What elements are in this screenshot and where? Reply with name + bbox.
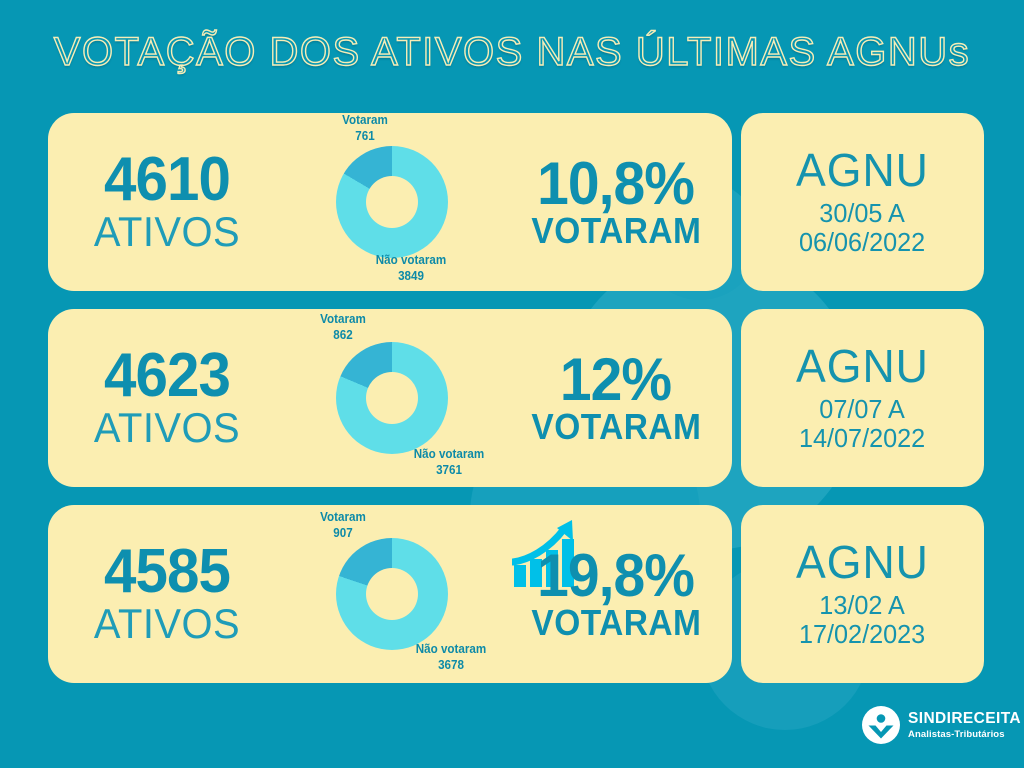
stats-card: 4610 ATIVOS Votaram 761 Não votaram 3849… [48, 113, 732, 291]
not-voted-value: 3678 [438, 657, 464, 672]
not-voted-label: Não votaram [413, 447, 485, 461]
agnu-date-line-2: 06/06/2022 [799, 227, 926, 257]
active-count-label: ATIVOS [93, 600, 241, 648]
percent-block: 12% VOTARAM [506, 309, 732, 487]
agnu-date-line-1: 30/05 A [819, 197, 906, 228]
agnu-card: AGNU 13/02 A 17/02/2023 [741, 505, 984, 683]
agnu-date-line-2: 17/02/2023 [799, 619, 926, 649]
voted-value: 761 [355, 128, 375, 143]
voted-label: Votaram [320, 510, 366, 524]
percent-value: 19,8% [537, 541, 696, 609]
agnu-date-line-2: 14/07/2022 [799, 423, 926, 453]
agnu-card: AGNU 30/05 A 06/06/2022 [741, 113, 984, 291]
percent-block: 10,8% VOTARAM [506, 113, 732, 291]
percent-label: VOTARAM [530, 601, 702, 643]
donut-chart-block: Votaram 862 Não votaram 3761 [276, 309, 506, 487]
percent-value: 12% [560, 345, 672, 413]
logo-subtitle: Analistas-Tributários [908, 728, 1005, 740]
not-voted-label: Não votaram [375, 253, 447, 267]
not-voted-label-group: Não votaram 3849 [332, 253, 490, 284]
agnu-card: AGNU 07/07 A 14/07/2022 [741, 309, 984, 487]
stats-card: 4623 ATIVOS Votaram 862 Não votaram 3761… [48, 309, 732, 487]
active-count-block: 4623 ATIVOS [58, 340, 276, 452]
logo-text: SINDIRECEITA Analistas-Tributários [908, 711, 1021, 739]
voted-label: Votaram [320, 312, 366, 326]
sindireceita-logo-icon [862, 706, 900, 744]
page-title: VOTAÇÃO DOS ATIVOS NAS ÚLTIMAS AGNUs [53, 29, 971, 74]
active-count-label: ATIVOS [93, 208, 241, 256]
percent-block: 19,8% VOTARAM [506, 505, 732, 683]
logo-name: SINDIRECEITA [908, 710, 1022, 727]
agnu-date-line-1: 07/07 A [819, 393, 906, 424]
voted-label-group: Votaram 761 [295, 113, 435, 144]
not-voted-label: Não votaram [415, 642, 487, 656]
donut-chart [336, 146, 448, 258]
not-voted-label-group: Não votaram 3678 [372, 642, 530, 673]
voted-label-group: Votaram 907 [273, 510, 413, 541]
percent-label: VOTARAM [530, 209, 702, 251]
not-voted-value: 3761 [436, 462, 462, 477]
percent-label: VOTARAM [530, 405, 702, 447]
active-count-label: ATIVOS [93, 404, 241, 452]
active-count-value: 4585 [104, 536, 231, 606]
voted-value: 862 [333, 327, 353, 342]
stats-card: 4585 ATIVOS Votaram 907 Não votaram 3678 [48, 505, 732, 683]
voted-label-group: Votaram 862 [273, 312, 413, 343]
agnu-title: AGNU [796, 535, 929, 588]
not-voted-label-group: Não votaram 3761 [370, 447, 528, 478]
agnu-date: 07/07 A 14/07/2022 [799, 393, 926, 453]
agnu-date: 13/02 A 17/02/2023 [799, 589, 926, 649]
growth-chart-icon [512, 520, 574, 587]
active-count-value: 4610 [104, 144, 231, 214]
donut-chart-block: Votaram 907 Não votaram 3678 [276, 505, 506, 683]
agnu-title: AGNU [796, 339, 929, 392]
agnu-date: 30/05 A 06/06/2022 [799, 197, 926, 257]
active-count-value: 4623 [104, 340, 231, 410]
not-voted-value: 3849 [398, 268, 424, 283]
active-count-block: 4585 ATIVOS [58, 536, 276, 648]
voted-label: Votaram [342, 113, 388, 127]
active-count-block: 4610 ATIVOS [58, 144, 276, 256]
voted-value: 907 [333, 525, 353, 540]
agnu-title: AGNU [796, 143, 929, 196]
donut-chart-block: Votaram 761 Não votaram 3849 [276, 113, 506, 291]
donut-chart [336, 538, 448, 650]
percent-value: 10,8% [537, 149, 696, 217]
agnu-date-line-1: 13/02 A [819, 589, 906, 620]
donut-chart [336, 342, 448, 454]
sindireceita-logo: SINDIRECEITA Analistas-Tributários [862, 706, 1021, 744]
